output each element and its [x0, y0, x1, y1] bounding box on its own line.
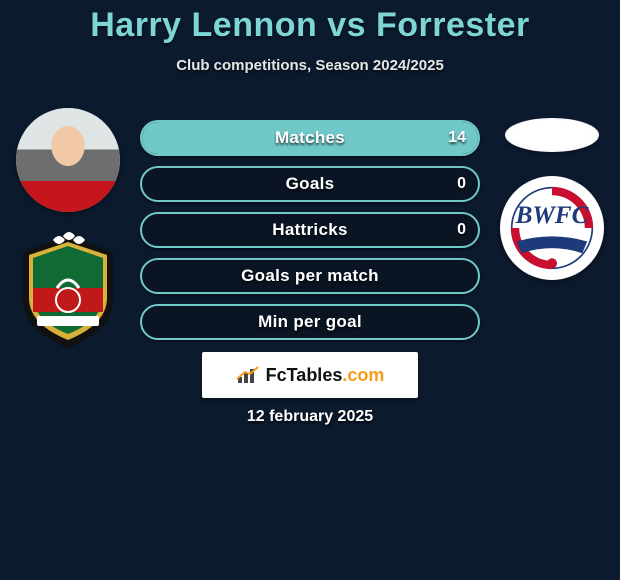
shield-icon [13, 230, 123, 350]
brand-logo-text: FcTables.com [266, 365, 385, 386]
stat-row-goals: Goals 0 [140, 166, 480, 202]
stat-label: Goals per match [142, 260, 478, 292]
stats-section: Matches 14 Goals 0 Hattricks 0 Goals per… [140, 120, 480, 350]
page-subtitle: Club competitions, Season 2024/2025 [0, 57, 620, 74]
stat-label: Hattricks [142, 214, 478, 246]
stat-row-matches: Matches 14 [140, 120, 480, 156]
stat-value-left: 0 [457, 221, 466, 239]
stat-value-left: 14 [448, 129, 466, 147]
date-text: 12 february 2025 [0, 408, 620, 426]
club-right-crest: BWFC [500, 176, 604, 280]
player-right-photo [505, 118, 599, 152]
player-right-column: BWFC [492, 118, 612, 280]
brand-name: FcTables [266, 365, 343, 385]
stat-row-hattricks: Hattricks 0 [140, 212, 480, 248]
stat-value-left: 0 [457, 175, 466, 193]
brand-suffix: .com [342, 365, 384, 385]
player-left-photo [16, 108, 120, 212]
player-left-column [8, 108, 128, 350]
stat-label: Matches [142, 122, 478, 154]
stat-label: Goals [142, 168, 478, 200]
club-right-crest-text: BWFC [515, 202, 590, 229]
club-left-crest [13, 230, 123, 350]
stat-label: Min per goal [142, 306, 478, 338]
brand-logo: FcTables.com [202, 352, 418, 398]
bar-chart-icon [236, 365, 260, 385]
stat-row-goals-per-match: Goals per match [140, 258, 480, 294]
page-title: Harry Lennon vs Forrester [0, 0, 620, 45]
stat-row-min-per-goal: Min per goal [140, 304, 480, 340]
club-badge-icon: BWFC [510, 186, 594, 270]
comparison-card: Harry Lennon vs Forrester Club competiti… [0, 0, 620, 580]
